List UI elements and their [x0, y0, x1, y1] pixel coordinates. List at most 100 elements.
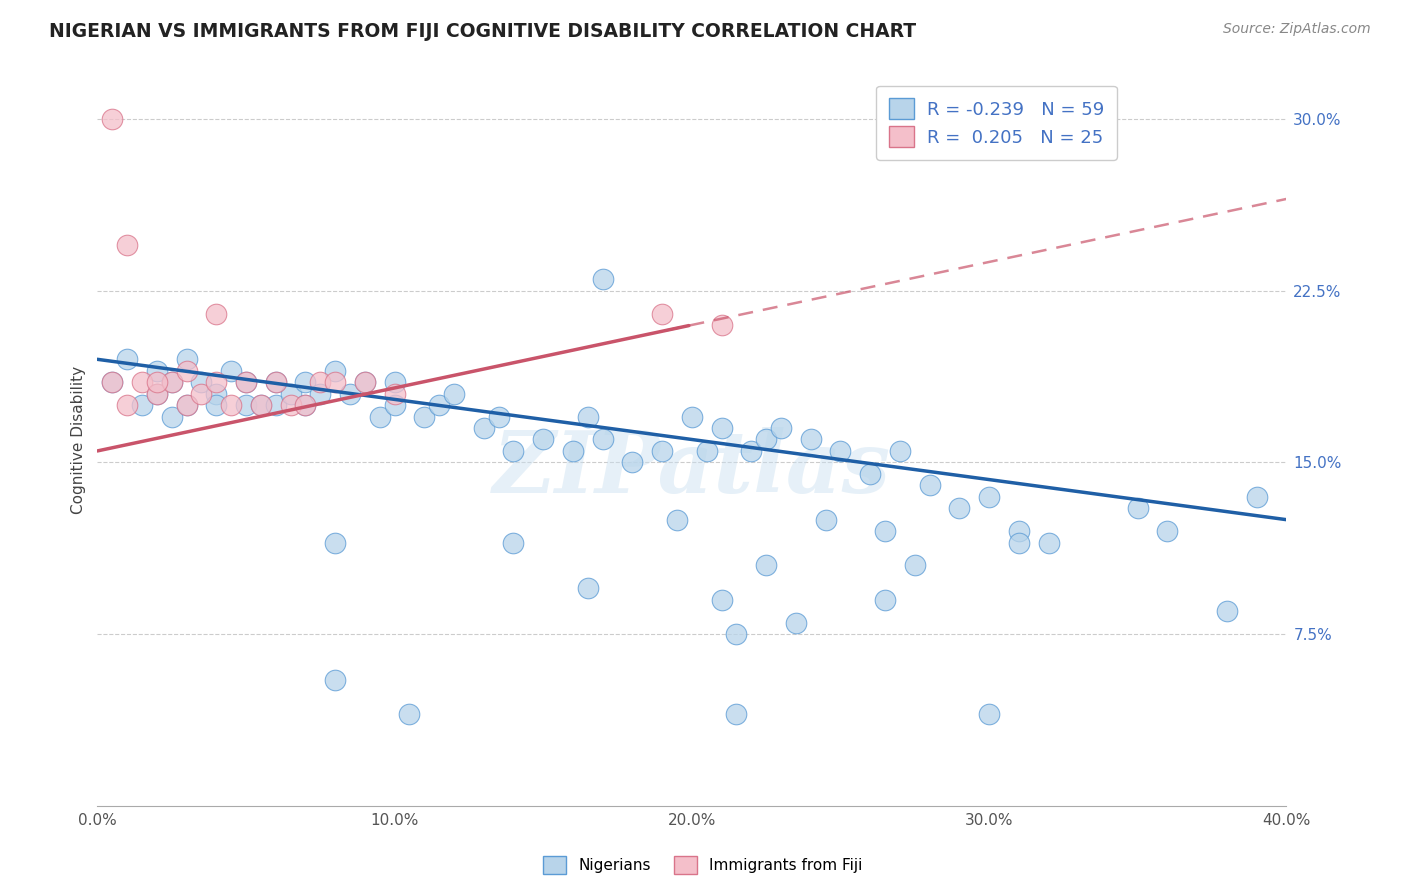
Point	[710, 318, 733, 332]
Point	[280, 386, 302, 401]
Point	[413, 409, 436, 424]
Point	[755, 558, 778, 573]
Point	[131, 375, 153, 389]
Point	[725, 627, 748, 641]
Point	[339, 386, 361, 401]
Point	[918, 478, 941, 492]
Point	[368, 409, 391, 424]
Point	[977, 490, 1000, 504]
Point	[384, 398, 406, 412]
Point	[160, 375, 183, 389]
Point	[205, 375, 228, 389]
Text: ZIPatlas: ZIPatlas	[492, 427, 891, 510]
Legend: Nigerians, Immigrants from Fiji: Nigerians, Immigrants from Fiji	[537, 850, 869, 880]
Point	[264, 398, 287, 412]
Point	[531, 433, 554, 447]
Point	[873, 524, 896, 538]
Point	[384, 386, 406, 401]
Point	[1216, 604, 1239, 618]
Point	[859, 467, 882, 481]
Point	[205, 306, 228, 320]
Point	[740, 444, 762, 458]
Point	[1126, 501, 1149, 516]
Point	[160, 409, 183, 424]
Point	[1156, 524, 1178, 538]
Point	[755, 433, 778, 447]
Point	[502, 535, 524, 549]
Point	[176, 364, 198, 378]
Point	[115, 352, 138, 367]
Point	[309, 386, 332, 401]
Point	[1038, 535, 1060, 549]
Legend: R = -0.239   N = 59, R =  0.205   N = 25: R = -0.239 N = 59, R = 0.205 N = 25	[876, 86, 1116, 160]
Point	[190, 375, 212, 389]
Point	[146, 375, 169, 389]
Point	[710, 421, 733, 435]
Point	[323, 364, 346, 378]
Point	[725, 707, 748, 722]
Point	[115, 398, 138, 412]
Point	[146, 364, 169, 378]
Point	[323, 535, 346, 549]
Point	[146, 386, 169, 401]
Point	[160, 375, 183, 389]
Point	[830, 444, 852, 458]
Point	[146, 386, 169, 401]
Point	[427, 398, 450, 412]
Point	[115, 237, 138, 252]
Point	[785, 615, 807, 630]
Point	[488, 409, 510, 424]
Point	[502, 444, 524, 458]
Point	[235, 375, 257, 389]
Text: Source: ZipAtlas.com: Source: ZipAtlas.com	[1223, 22, 1371, 37]
Point	[294, 375, 316, 389]
Point	[250, 398, 273, 412]
Point	[205, 398, 228, 412]
Point	[592, 272, 614, 286]
Point	[562, 444, 585, 458]
Point	[219, 364, 242, 378]
Point	[651, 444, 673, 458]
Point	[873, 592, 896, 607]
Point	[235, 375, 257, 389]
Point	[710, 592, 733, 607]
Point	[323, 375, 346, 389]
Point	[904, 558, 927, 573]
Point	[398, 707, 420, 722]
Point	[176, 398, 198, 412]
Point	[948, 501, 970, 516]
Point	[1008, 535, 1031, 549]
Point	[264, 375, 287, 389]
Y-axis label: Cognitive Disability: Cognitive Disability	[72, 366, 86, 514]
Point	[681, 409, 703, 424]
Point	[294, 398, 316, 412]
Point	[384, 375, 406, 389]
Point	[309, 375, 332, 389]
Point	[176, 352, 198, 367]
Point	[354, 375, 377, 389]
Point	[205, 386, 228, 401]
Point	[665, 513, 688, 527]
Point	[651, 306, 673, 320]
Point	[800, 433, 823, 447]
Point	[190, 386, 212, 401]
Point	[576, 409, 599, 424]
Point	[101, 112, 124, 126]
Point	[101, 375, 124, 389]
Point	[235, 398, 257, 412]
Point	[219, 398, 242, 412]
Point	[592, 433, 614, 447]
Point	[1008, 524, 1031, 538]
Point	[889, 444, 911, 458]
Point	[323, 673, 346, 687]
Point	[576, 582, 599, 596]
Point	[354, 375, 377, 389]
Point	[814, 513, 837, 527]
Point	[443, 386, 465, 401]
Point	[621, 455, 644, 469]
Text: NIGERIAN VS IMMIGRANTS FROM FIJI COGNITIVE DISABILITY CORRELATION CHART: NIGERIAN VS IMMIGRANTS FROM FIJI COGNITI…	[49, 22, 917, 41]
Point	[696, 444, 718, 458]
Point	[769, 421, 792, 435]
Point	[250, 398, 273, 412]
Point	[176, 398, 198, 412]
